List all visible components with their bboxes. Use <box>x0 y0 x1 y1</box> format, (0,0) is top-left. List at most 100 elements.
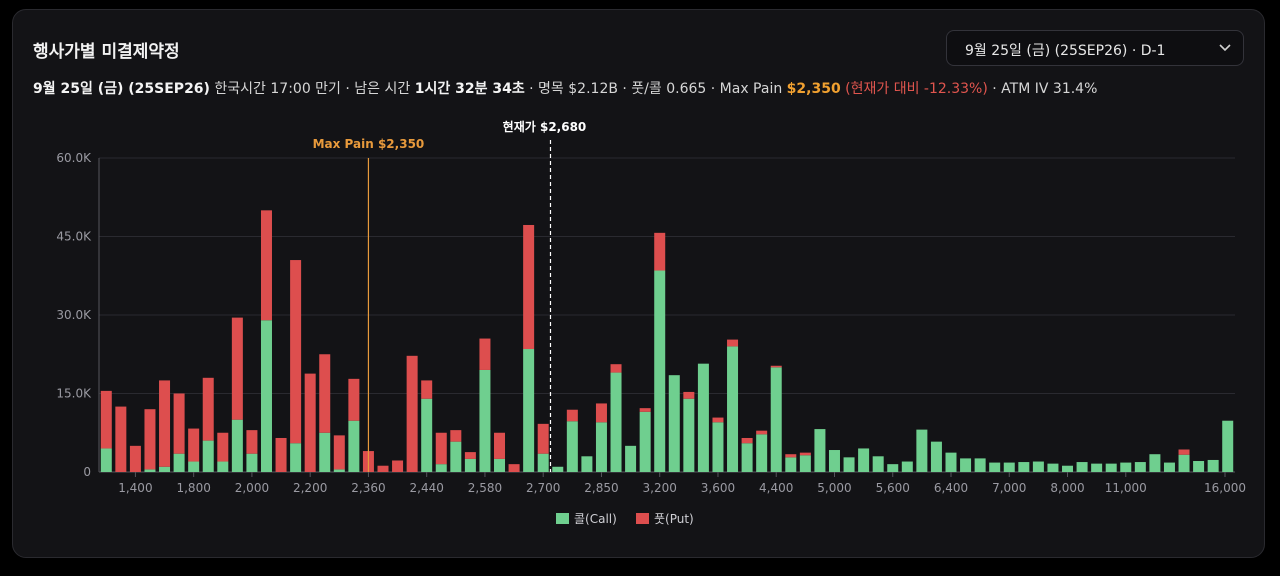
y-tick-label: 0 <box>83 465 91 479</box>
bar-call <box>1134 462 1146 472</box>
bar-call <box>319 432 331 472</box>
bar-call <box>625 445 637 472</box>
bar-put <box>275 437 287 472</box>
bar-call <box>421 398 433 472</box>
info-atm-iv: · ATM IV 31.4% <box>992 81 1098 97</box>
x-tick-label: 16,000 <box>1204 481 1246 495</box>
bar-call <box>843 457 855 472</box>
bar-call <box>858 448 870 472</box>
bar-put <box>421 380 433 399</box>
bar-put <box>231 317 243 420</box>
bar-put <box>333 435 345 470</box>
bar-call <box>1062 465 1074 472</box>
bar-call <box>974 458 986 472</box>
bar-put <box>479 338 491 370</box>
bar-put <box>537 423 549 454</box>
x-tick-label: 5,000 <box>817 481 851 495</box>
bar-call <box>727 346 739 472</box>
bar-call <box>595 422 607 472</box>
bar-put <box>100 390 112 449</box>
bar-call <box>159 466 171 472</box>
bar-call <box>494 458 506 472</box>
bar-put <box>727 339 739 347</box>
bar-put <box>217 432 229 462</box>
x-tick-label: 1,800 <box>176 481 210 495</box>
bar-call <box>523 349 535 472</box>
bar-call <box>945 452 957 472</box>
bar-call <box>887 464 899 472</box>
bar-call <box>231 419 243 472</box>
bar-call <box>1149 454 1161 472</box>
bar-call <box>290 443 302 472</box>
bar-call <box>872 456 884 472</box>
x-tick-label: 2,200 <box>293 481 327 495</box>
bar-call <box>1076 462 1088 472</box>
bar-call <box>246 453 258 472</box>
info-date: 9월 25일 (금) (25SEP26) <box>33 81 210 97</box>
y-tick-label: 15.0K <box>56 387 92 401</box>
bar-call <box>479 369 491 472</box>
bar-put <box>785 454 797 458</box>
bar-put <box>246 430 258 454</box>
legend-call-label: 콜(Call) <box>574 512 617 526</box>
bar-call <box>1163 462 1175 472</box>
bar-call <box>566 421 578 472</box>
expiry-select[interactable]: 9월 25일 (금) (25SEP26) · D-1 <box>946 30 1244 66</box>
bar-call <box>654 270 666 472</box>
bar-put <box>290 260 302 444</box>
y-tick-label: 30.0K <box>56 308 92 322</box>
x-tick-label: 2,700 <box>526 481 560 495</box>
bar-put <box>741 437 753 444</box>
x-tick-label: 6,400 <box>934 481 968 495</box>
bar-call <box>1003 462 1015 472</box>
y-tick-label: 60.0K <box>56 151 92 165</box>
bar-call <box>173 453 185 472</box>
bar-put <box>450 430 462 442</box>
bar-put <box>406 355 418 472</box>
bar-put <box>115 406 127 472</box>
bar-call <box>100 448 112 472</box>
bar-put <box>610 364 622 373</box>
bar-call <box>960 458 972 472</box>
bar-call <box>188 461 200 472</box>
bar-call <box>464 458 476 472</box>
y-tick-label: 45.0K <box>56 230 92 244</box>
bar-call <box>1018 462 1030 472</box>
bar-put <box>159 380 171 467</box>
bar-put <box>523 224 535 350</box>
bar-call <box>348 420 360 472</box>
bar-call <box>552 466 564 472</box>
bar-call <box>668 375 680 472</box>
bar-put <box>595 403 607 423</box>
bar-put <box>683 391 695 399</box>
bar-call <box>683 398 695 472</box>
x-tick-label: 7,000 <box>992 481 1026 495</box>
bar-call <box>712 422 724 472</box>
bar-call <box>1120 462 1132 472</box>
x-tick-label: 4,400 <box>759 481 793 495</box>
x-tick-label: 2,360 <box>351 481 385 495</box>
bar-put <box>377 465 389 472</box>
bar-put <box>260 210 272 321</box>
bar-call <box>741 443 753 472</box>
x-tick-label: 8,000 <box>1050 481 1084 495</box>
expiry-select-value: 9월 25일 (금) (25SEP26) · D-1 <box>965 43 1166 59</box>
bar-call <box>1105 463 1117 472</box>
x-tick-label: 2,440 <box>410 481 444 495</box>
info-vs-spot: (현재가 대비 -12.33%) <box>845 81 988 97</box>
legend-put-swatch <box>636 513 649 524</box>
bar-put <box>202 377 214 441</box>
bar-call <box>639 411 651 472</box>
bar-put <box>129 445 141 472</box>
bar-call <box>1222 420 1234 472</box>
bar-put <box>304 373 316 472</box>
bar-call <box>217 461 229 472</box>
bar-call <box>1193 461 1205 472</box>
bar-call <box>916 429 928 472</box>
bar-call <box>1178 454 1190 472</box>
bar-call <box>697 363 709 472</box>
x-tick-label: 11,000 <box>1105 481 1147 495</box>
info-remaining: 1시간 32분 34초 <box>414 81 525 97</box>
bar-call <box>581 456 593 472</box>
chevron-down-icon <box>1219 44 1231 52</box>
